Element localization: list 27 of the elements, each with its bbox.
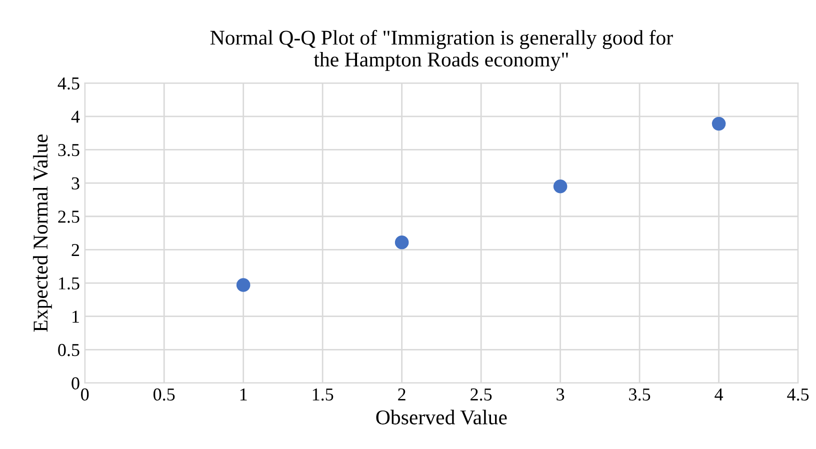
x-tick-label: 4.5 <box>787 388 809 401</box>
y-tick-label: 0.5 <box>58 344 80 356</box>
x-tick-label: 3 <box>556 388 564 401</box>
x-tick-label: 3.5 <box>629 388 650 401</box>
x-tick-label: 0.5 <box>154 388 175 401</box>
x-tick-label: 4 <box>714 388 724 400</box>
point <box>553 179 568 194</box>
point <box>394 235 409 250</box>
y-axis-title: Expected Normal Value <box>32 134 52 332</box>
y-tick-label: 1 <box>72 310 79 323</box>
chart-title: Normal Q-Q Plot of "Immigration is generally good for the Hampton Roads economy" <box>210 30 673 71</box>
x-tick-label: 2 <box>398 388 406 400</box>
y-tick-label: 2.5 <box>58 210 80 223</box>
point <box>236 278 250 292</box>
x-tick-label: 1 <box>240 388 247 400</box>
x-tick-label: 1.5 <box>312 388 334 401</box>
y-tick-label: 3.5 <box>58 144 80 156</box>
y-tick-label: 4 <box>71 110 80 123</box>
x-tick-label: 0 <box>81 388 89 401</box>
y-tick-label: 4.5 <box>58 77 80 90</box>
y-tick-label: 2 <box>72 244 80 256</box>
y-tick-label: 3 <box>72 177 80 190</box>
y-tick-label: 1.5 <box>59 277 80 290</box>
point <box>712 116 726 131</box>
x-tick-label: 2.5 <box>470 388 492 401</box>
x-axis-title: Observed Value <box>376 410 507 425</box>
y-tick-label: 0 <box>72 377 80 390</box>
